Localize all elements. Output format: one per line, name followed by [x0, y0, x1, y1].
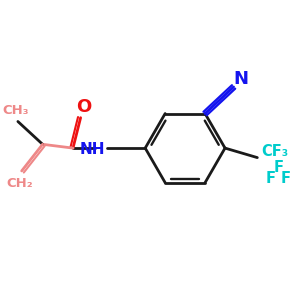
Text: N: N: [234, 70, 249, 88]
Text: CF₃: CF₃: [261, 144, 288, 159]
Text: CH₂: CH₂: [7, 177, 33, 190]
Text: NH: NH: [80, 142, 105, 157]
Text: F: F: [273, 160, 283, 175]
Text: F: F: [281, 171, 291, 186]
Text: O: O: [76, 98, 91, 116]
Text: CH₃: CH₃: [3, 103, 29, 117]
Text: F: F: [266, 171, 276, 186]
